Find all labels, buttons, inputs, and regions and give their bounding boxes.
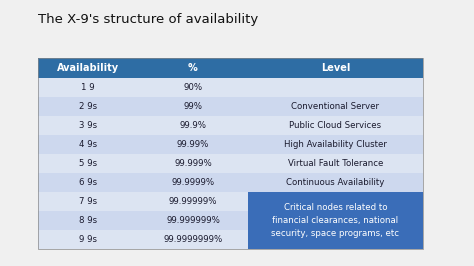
- Bar: [248, 78, 423, 97]
- Text: Availability: Availability: [57, 63, 119, 73]
- Bar: [38, 173, 138, 192]
- Bar: [138, 135, 248, 154]
- Text: 90%: 90%: [183, 83, 202, 92]
- Bar: [138, 78, 248, 97]
- Bar: [248, 173, 423, 192]
- Bar: [38, 211, 138, 230]
- Bar: [248, 97, 423, 116]
- Text: 5 9s: 5 9s: [79, 159, 97, 168]
- Text: Continuous Availability: Continuous Availability: [286, 178, 385, 187]
- Text: Critical nodes related to
financial clearances, national
security, space program: Critical nodes related to financial clea…: [272, 203, 400, 238]
- Bar: [138, 173, 248, 192]
- Bar: [38, 58, 138, 78]
- Text: 99.9999%: 99.9999%: [172, 178, 215, 187]
- Text: 8 9s: 8 9s: [79, 216, 97, 225]
- Text: 1 9: 1 9: [81, 83, 95, 92]
- Bar: [248, 192, 423, 211]
- Text: %: %: [188, 63, 198, 73]
- Text: High Availability Cluster: High Availability Cluster: [284, 140, 387, 149]
- Bar: [38, 116, 138, 135]
- Text: 99%: 99%: [183, 102, 202, 111]
- Bar: [248, 154, 423, 173]
- Text: 4 9s: 4 9s: [79, 140, 97, 149]
- Bar: [248, 230, 423, 249]
- Bar: [38, 58, 423, 249]
- Text: 99.9999999%: 99.9999999%: [164, 235, 223, 244]
- Text: 99.999%: 99.999%: [174, 159, 212, 168]
- Bar: [138, 58, 248, 78]
- Text: 99.9%: 99.9%: [180, 121, 207, 130]
- Text: 2 9s: 2 9s: [79, 102, 97, 111]
- Bar: [138, 97, 248, 116]
- Text: Virtual Fault Tolerance: Virtual Fault Tolerance: [288, 159, 383, 168]
- Bar: [248, 116, 423, 135]
- Text: Conventional Server: Conventional Server: [292, 102, 380, 111]
- Bar: [248, 211, 423, 230]
- Bar: [248, 58, 423, 78]
- Bar: [138, 116, 248, 135]
- Bar: [138, 230, 248, 249]
- Bar: [38, 192, 138, 211]
- Bar: [138, 154, 248, 173]
- Text: 7 9s: 7 9s: [79, 197, 97, 206]
- Bar: [38, 230, 138, 249]
- Text: 3 9s: 3 9s: [79, 121, 97, 130]
- Text: Level: Level: [321, 63, 350, 73]
- Text: 9 9s: 9 9s: [79, 235, 97, 244]
- Text: 99.999999%: 99.999999%: [166, 216, 220, 225]
- Text: Public Cloud Services: Public Cloud Services: [290, 121, 382, 130]
- Bar: [138, 192, 248, 211]
- Bar: [248, 135, 423, 154]
- Bar: [38, 78, 138, 97]
- Bar: [38, 135, 138, 154]
- Bar: [38, 154, 138, 173]
- Text: 99.99%: 99.99%: [177, 140, 209, 149]
- Bar: [38, 97, 138, 116]
- Text: The X-9's structure of availability: The X-9's structure of availability: [38, 13, 258, 26]
- Bar: [138, 211, 248, 230]
- Text: 6 9s: 6 9s: [79, 178, 97, 187]
- Text: 99.99999%: 99.99999%: [169, 197, 217, 206]
